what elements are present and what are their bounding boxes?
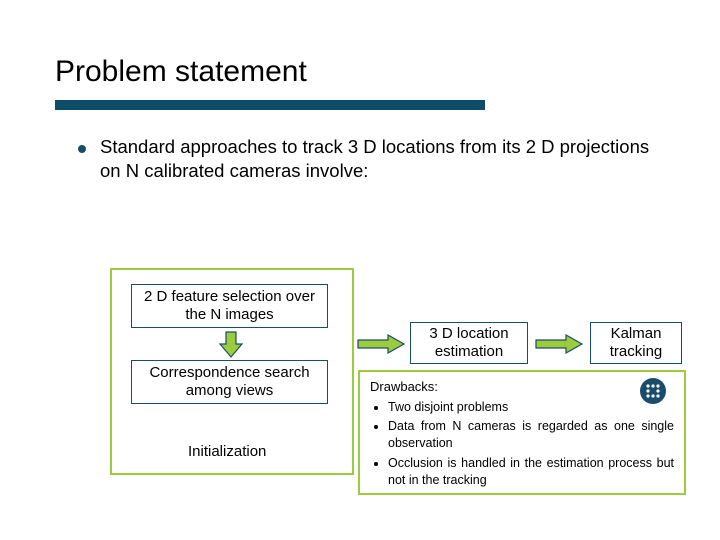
drawback-item: Two disjoint problems	[388, 399, 674, 416]
upc-logo-icon	[640, 378, 666, 404]
drawback-item: Occlusion is handled in the estimation p…	[388, 455, 674, 489]
slide-title: Problem statement	[55, 55, 307, 89]
drawbacks-header: Drawbacks:	[370, 378, 674, 396]
box-location-estimation: 3 D location estimation	[410, 322, 528, 364]
box-kalman: Kalman tracking	[590, 322, 682, 364]
box-correspondence: Correspondence search among views	[131, 360, 328, 404]
arrow-down-icon	[219, 330, 243, 363]
arrow-right-icon	[534, 334, 584, 359]
arrow-right-icon	[356, 334, 406, 359]
bullet-dot-icon	[78, 145, 86, 153]
drawbacks-panel: Drawbacks: Two disjoint problems Data fr…	[358, 370, 686, 495]
initialization-label: Initialization	[188, 443, 266, 460]
bullet-text: Standard approaches to track 3 D locatio…	[100, 135, 655, 183]
drawback-item: Data from N cameras is regarded as one s…	[388, 418, 674, 452]
box-feature-selection: 2 D feature selection over the N images	[131, 284, 328, 328]
title-underline	[55, 100, 485, 110]
